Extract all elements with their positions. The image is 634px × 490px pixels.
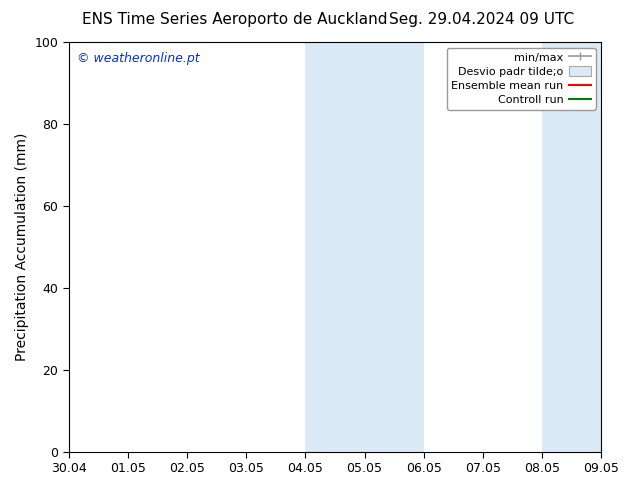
Bar (365, 42, 424, 452)
Text: © weatheronline.pt: © weatheronline.pt (77, 52, 200, 65)
Legend: min/max, Desvio padr tilde;o, Ensemble mean run, Controll run: min/max, Desvio padr tilde;o, Ensemble m… (446, 48, 595, 110)
Y-axis label: Precipitation Accumulation (mm): Precipitation Accumulation (mm) (15, 133, 29, 361)
Text: ENS Time Series Aeroporto de Auckland: ENS Time Series Aeroporto de Auckland (82, 12, 387, 27)
Bar (542, 42, 601, 452)
Text: Seg. 29.04.2024 09 UTC: Seg. 29.04.2024 09 UTC (389, 12, 574, 27)
Bar (306, 42, 365, 452)
